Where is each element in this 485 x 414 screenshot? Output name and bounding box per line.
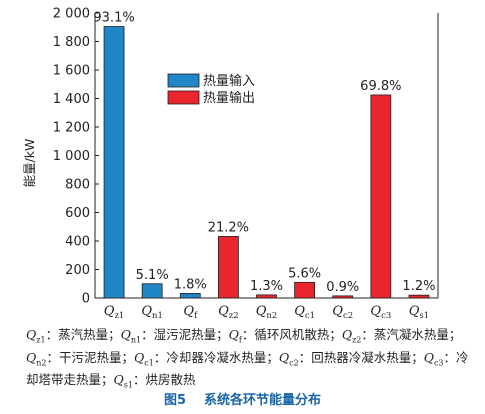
- caption-item: Qz1：蒸汽热量；: [26, 327, 121, 345]
- bar: [217, 236, 239, 299]
- bar: [179, 293, 201, 299]
- caption-symbol: Q: [120, 327, 131, 342]
- figure-title-text: 系统各环节能量分布: [204, 393, 322, 408]
- y-tick-label: 1 600: [53, 64, 90, 79]
- x-tick-label: Qn1: [141, 304, 163, 321]
- caption-subscript: s1: [123, 380, 133, 390]
- caption-item: Qc3：冷却塔带走热量；: [26, 350, 469, 388]
- caption-item: Qs1：烘房散热: [113, 372, 196, 390]
- caption-subscript: z2: [352, 335, 362, 345]
- x-tick-label: Qc3: [370, 304, 391, 321]
- data-label: 1.8%: [174, 277, 207, 292]
- figure-legend-caption: Qz1：蒸汽热量；Qn1：湿污泥热量；Qf：循环风机散热；Qz2：蒸汽凝水热量；…: [26, 326, 476, 394]
- y-axis-label: 能量/kW: [22, 139, 37, 188]
- x-tick-label: Qz1: [104, 304, 125, 321]
- caption-symbol: Q: [113, 372, 124, 387]
- y-tick-label: 0: [82, 292, 90, 307]
- y-tick-label: 600: [65, 206, 90, 221]
- data-label: 0.9%: [326, 280, 359, 295]
- x-tick-label: Qf: [183, 304, 198, 321]
- y-tick-label: 1 800: [53, 35, 90, 50]
- caption-item: Qn1：湿污泥热量；: [120, 327, 229, 345]
- x-tick-label: Qn2: [256, 304, 278, 321]
- x-tick-label: Qs1: [409, 304, 429, 321]
- caption-text: ：冷却器冷凝水热量；: [153, 349, 279, 365]
- caption-item: Qc1：冷却器冷凝水热量；: [134, 349, 279, 368]
- figure-title: 图5 系统各环节能量分布: [0, 389, 485, 408]
- caption-symbol: Q: [26, 349, 37, 365]
- data-label: 69.8%: [360, 79, 401, 94]
- data-label: 1.3%: [250, 279, 283, 294]
- data-labels-group: 93.1% 5.1% 1.8% 21.2% 1.3% 5.6% 0.9% 69.8% 1.2%: [93, 11, 435, 295]
- figure-number: 图5: [163, 393, 187, 408]
- caption-item: Qn2：干污泥热量；: [26, 349, 135, 368]
- bar-chart: 0 200 400 600 800 1 000 1 200 1 400 1 600 1 800 2 …: [22, 7, 439, 321]
- caption-subscript: z1: [36, 335, 46, 345]
- bar: [103, 26, 125, 299]
- legend-swatch: [167, 90, 200, 105]
- y-tick-label: 1 400: [53, 92, 90, 107]
- caption-item: Qf：循环风机散热；: [228, 327, 342, 345]
- caption-text: ：回热器冷凝水热量；: [298, 349, 424, 365]
- bar: [256, 294, 277, 299]
- y-tick-label: 800: [65, 178, 90, 193]
- x-tick-label: Qz2: [218, 304, 239, 321]
- y-tick-label: 400: [65, 235, 90, 250]
- caption-symbol: Q: [26, 327, 37, 342]
- data-label: 93.1%: [93, 11, 134, 26]
- legend-swatch: [167, 73, 200, 88]
- bar: [408, 294, 430, 299]
- caption-text: ：湿污泥热量；: [141, 327, 229, 342]
- data-label: 5.6%: [288, 266, 321, 281]
- bar: [332, 295, 354, 299]
- caption-subscript: c1: [144, 358, 154, 367]
- data-label: 5.1%: [136, 268, 169, 283]
- legend-label: 热量输出: [203, 90, 255, 106]
- caption-item: Qc2：回热器冷凝水热量；: [278, 349, 424, 368]
- y-tick-label: 1 200: [53, 121, 90, 136]
- caption-text: ：蒸汽凝水热量；: [361, 327, 462, 342]
- bars-group: [103, 26, 430, 299]
- bar: [141, 283, 163, 299]
- x-tick-label: Qc2: [332, 304, 353, 321]
- caption-symbol: Q: [341, 327, 353, 342]
- bar: [294, 281, 316, 299]
- caption-text: ：干污泥热量；: [46, 349, 135, 365]
- y-tick-label: 2 000: [53, 7, 90, 22]
- legend-label: 热量输入: [203, 73, 255, 89]
- caption-symbol: Q: [134, 349, 145, 365]
- x-tick-label: Qc1: [294, 304, 315, 321]
- caption-subscript: n2: [36, 358, 47, 367]
- caption-text: ：循环风机散热；: [241, 327, 342, 342]
- bar: [370, 94, 392, 299]
- caption-subscript: c2: [289, 358, 299, 367]
- caption-symbol: Q: [228, 327, 239, 342]
- data-label: 21.2%: [208, 220, 249, 235]
- caption-symbol: Q: [423, 349, 434, 365]
- caption-subscript: n1: [130, 335, 142, 345]
- caption-symbol: Q: [278, 349, 290, 365]
- y-tick-label: 200: [65, 263, 90, 278]
- caption-item: Qz2：蒸汽凝水热量；: [341, 327, 462, 345]
- caption-text: ：蒸汽热量；: [45, 327, 121, 342]
- caption-subscript: f: [238, 335, 242, 345]
- x-tick-labels-group: Qz1 Qn1 Qf Qz2 Qn2 Qc1 Qc2 Qc3 Qs1: [104, 304, 429, 321]
- y-tick-label: 1 000: [53, 149, 90, 164]
- chart-axes: 0 200 400 600 800 1 000 1 200 1 400 1 600 1 800 2 …: [53, 7, 439, 307]
- caption-subscript: c3: [433, 358, 444, 367]
- caption-text: ：冷却塔带走热量；: [26, 349, 469, 388]
- caption-text: ：烘房散热: [132, 372, 196, 387]
- data-label: 1.2%: [402, 279, 435, 294]
